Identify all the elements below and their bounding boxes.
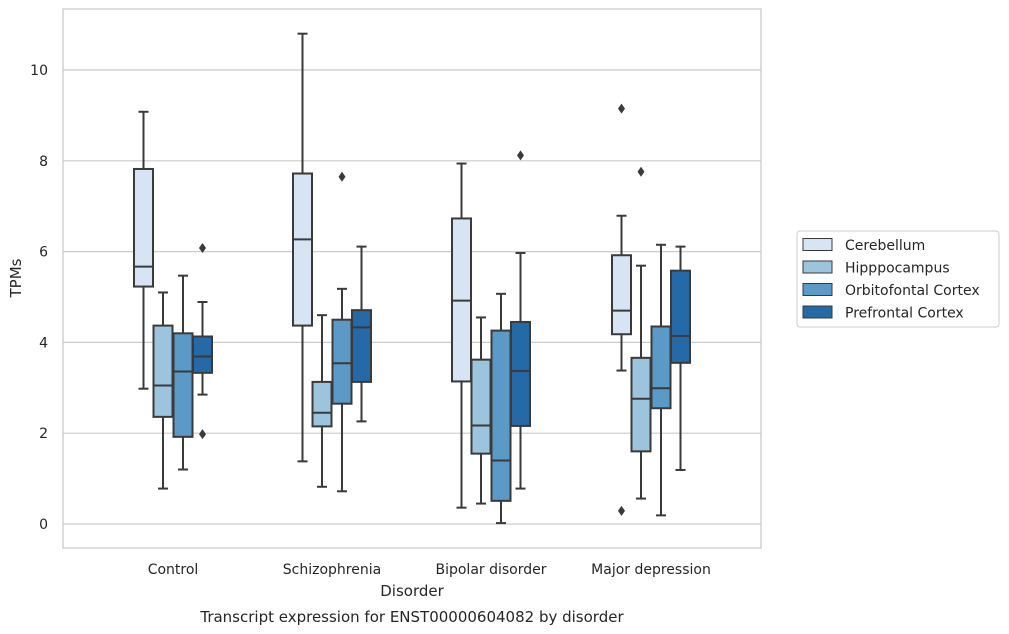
outlier-point <box>637 166 645 177</box>
box-prefrontal-cortex <box>510 150 531 490</box>
box-orbitofontal-cortex <box>331 171 353 493</box>
box-iqr <box>292 172 313 327</box>
x-axis-title: Disorder <box>380 582 444 600</box>
box-iqr <box>192 335 213 374</box>
box-iqr <box>611 254 632 336</box>
legend-swatch <box>802 305 833 319</box>
box-iqr <box>510 320 531 427</box>
box-hipppocampus <box>311 314 333 488</box>
box-prefrontal-cortex <box>670 245 691 471</box>
box-prefrontal-cortex <box>192 242 213 440</box>
grid-lines <box>63 69 761 525</box>
box-hipppocampus <box>152 291 174 490</box>
y-tick-label: 0 <box>39 517 48 533</box>
plot-area-frame <box>62 8 762 549</box>
box-hipppocampus <box>470 316 492 505</box>
box-cerebellum <box>133 110 154 390</box>
box-iqr <box>172 332 194 438</box>
box-iqr <box>630 356 652 453</box>
box-iqr <box>470 358 492 455</box>
x-tick-label: Bipolar disorder <box>435 562 546 578</box>
box-orbitofontal-cortex <box>172 274 194 471</box>
y-tick-label: 10 <box>30 63 48 79</box>
y-tick-label: 2 <box>39 426 48 442</box>
box-iqr <box>650 325 672 410</box>
figure-caption: Transcript expression for ENST0000060408… <box>199 608 624 626</box>
box-cerebellum <box>451 162 472 509</box>
box-prefrontal-cortex <box>351 245 372 423</box>
y-tick-label: 4 <box>39 335 48 351</box>
y-axis-title: TPMs <box>7 258 25 298</box>
outlier-point <box>517 150 524 161</box>
legend: Cerebellum Hipppocampus Orbitofontal Corte… <box>796 230 1000 328</box>
y-tick-label: 8 <box>39 154 48 170</box>
legend-swatch <box>802 283 833 296</box>
box-series <box>133 32 691 525</box>
outlier-point <box>618 103 625 114</box>
legend-label: Orbitofontal Cortex <box>845 283 980 299</box>
outlier-point <box>338 171 346 182</box>
x-tick-labels: Control Schizophrenia Bipolar disorder Majo… <box>148 562 711 578</box>
box-cerebellum <box>611 103 632 516</box>
box-orbitofontal-cortex <box>490 292 512 525</box>
box-iqr <box>331 318 353 405</box>
legend-label: Cerebellum <box>845 238 925 254</box>
x-tick-label: Schizophrenia <box>283 562 381 578</box>
box-iqr <box>670 269 691 364</box>
legend-label: Prefrontal Cortex <box>845 306 964 322</box>
box-cerebellum <box>292 32 313 463</box>
y-tick-label: 6 <box>39 245 48 261</box>
box-orbitofontal-cortex <box>650 243 672 517</box>
x-tick-label: Control <box>148 562 199 578</box>
outlier-point <box>199 242 206 253</box>
box-iqr <box>133 167 154 288</box>
legend-frame <box>796 230 1000 328</box>
box-hipppocampus <box>630 166 652 500</box>
box-iqr <box>351 309 372 383</box>
legend-swatch <box>802 260 833 274</box>
y-tick-labels: 0 2 4 6 8 10 <box>30 63 48 533</box>
box-iqr <box>152 324 174 418</box>
outlier-point <box>199 429 206 440</box>
box-iqr <box>490 329 512 502</box>
legend-swatch <box>802 238 833 251</box>
x-tick-label: Major depression <box>591 562 711 578</box>
outlier-point <box>618 505 625 516</box>
box-iqr <box>311 380 333 428</box>
legend-label: Hipppocampus <box>845 261 950 277</box>
